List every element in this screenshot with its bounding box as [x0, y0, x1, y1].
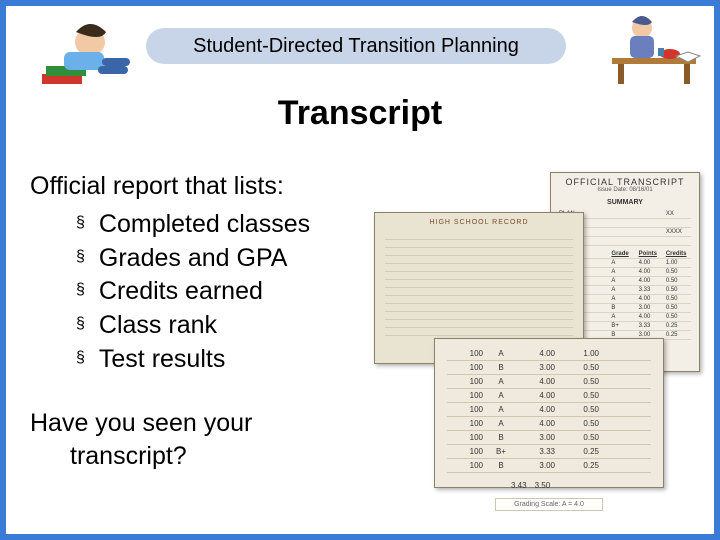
bullet-marker: § [76, 309, 85, 339]
bullet-label: Class rank [99, 309, 217, 343]
closing-question: Have you seen your transcript? [30, 407, 370, 475]
doc3-totals: 3.43 3.50 [447, 481, 651, 490]
title-band: Student-Directed Transition Planning [146, 28, 566, 64]
bullet-item: § Credits earned [30, 275, 370, 309]
title-band-text: Student-Directed Transition Planning [193, 35, 519, 58]
grade-row: 100A4.000.50 [447, 403, 651, 417]
totals-gpa: 3.43 [511, 481, 527, 490]
doc2-body-grid [385, 232, 573, 342]
grade-row: 100B3.000.25 [447, 459, 651, 473]
closing-line1: Have you seen your [30, 407, 370, 441]
bullet-label: Credits earned [99, 275, 263, 309]
doc1-summary-label: SUMMARY [551, 199, 699, 206]
bullet-marker: § [76, 242, 85, 272]
grading-scale: Grading Scale: A = 4.0 [495, 498, 603, 511]
grade-row: 100A4.000.50 [447, 375, 651, 389]
grade-row: 100A4.001.00 [447, 347, 651, 361]
grade-row: 100B3.000.50 [447, 361, 651, 375]
grade-row: 100B+3.330.25 [447, 445, 651, 459]
doc3-rows: 100A4.001.00 100B3.000.50 100A4.000.50 1… [447, 347, 651, 473]
bullet-marker: § [76, 275, 85, 305]
bullet-item: § Completed classes [30, 208, 370, 242]
grade-row: 100A4.000.50 [447, 389, 651, 403]
grade-row: 100A4.000.50 [447, 417, 651, 431]
doc2-header: HIGH SCHOOL RECORD [375, 219, 583, 226]
slide-frame: Student-Directed Transition Planning Tra… [0, 0, 720, 540]
totals-credits: 3.50 [535, 481, 551, 490]
bullet-label: Grades and GPA [99, 242, 288, 276]
bullet-item: § Grades and GPA [30, 242, 370, 276]
grade-row: 100B3.000.50 [447, 431, 651, 445]
bullet-label: Completed classes [99, 208, 310, 242]
main-title: Transcript [6, 94, 714, 133]
grades-table-doc: 100A4.001.00 100B3.000.50 100A4.000.50 1… [434, 338, 664, 488]
lead-text: Official report that lists: [30, 170, 370, 204]
bullet-item: § Test results [30, 343, 370, 377]
transcript-photo-collage: OFFICIAL TRANSCRIPT Issue Date: 08/16/01… [374, 166, 704, 496]
person-at-table-clipart [604, 14, 704, 92]
student-reading-clipart [36, 16, 136, 90]
bullet-list: § Completed classes § Grades and GPA § Cred… [30, 208, 370, 377]
body-content: Official report that lists: § Completed c… [30, 170, 370, 474]
bullet-marker: § [76, 208, 85, 238]
bullet-marker: § [76, 343, 85, 373]
bullet-label: Test results [99, 343, 225, 377]
closing-line2: transcript? [30, 440, 370, 474]
doc1-issue-date: Issue Date: 08/16/01 [551, 187, 699, 193]
doc1-header: OFFICIAL TRANSCRIPT [551, 177, 699, 187]
bullet-item: § Class rank [30, 309, 370, 343]
